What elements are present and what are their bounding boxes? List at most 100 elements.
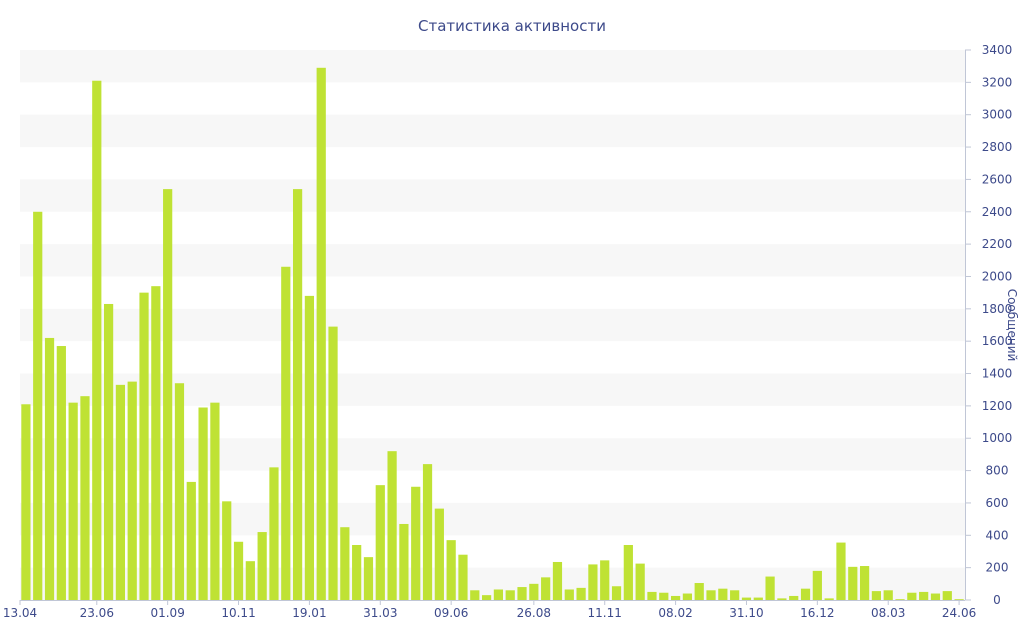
bar xyxy=(68,402,78,600)
bar xyxy=(233,541,244,600)
bar xyxy=(718,588,728,600)
bar xyxy=(623,545,633,600)
x-tick-label: 24.06 xyxy=(942,606,976,620)
bar xyxy=(127,381,137,600)
bar xyxy=(411,486,421,600)
bar xyxy=(694,583,704,600)
bar xyxy=(458,554,468,600)
grid-band xyxy=(20,114,965,148)
bar xyxy=(434,508,444,600)
bar xyxy=(387,451,397,600)
y-tick-label: 1000 xyxy=(982,431,1013,445)
grid-band xyxy=(20,567,965,600)
bar xyxy=(151,286,161,600)
bar xyxy=(741,597,752,600)
y-tick-label: 0 xyxy=(993,593,1001,607)
bar xyxy=(92,80,102,600)
y-tick-label: 3400 xyxy=(982,43,1013,57)
bar xyxy=(422,464,433,600)
bar xyxy=(21,404,31,600)
bar xyxy=(292,189,303,600)
bar xyxy=(659,592,669,600)
bar xyxy=(33,211,43,600)
grid-band xyxy=(20,373,965,406)
bar xyxy=(103,303,114,600)
bar xyxy=(753,597,763,600)
y-tick-label: 2800 xyxy=(982,140,1013,154)
bar xyxy=(552,561,563,600)
bar xyxy=(363,557,374,600)
bar xyxy=(56,346,66,600)
x-tick-label: 13.04 xyxy=(3,606,37,620)
y-tick-label: 1800 xyxy=(982,302,1013,316)
bar xyxy=(930,593,941,600)
y-tick-label: 3000 xyxy=(982,108,1013,122)
grid-bands xyxy=(20,50,965,600)
bar xyxy=(257,532,267,600)
x-axis-ticks: 13.04 23.06 01.09 10.11 19.01 31.03 09.06 26.08… xyxy=(3,600,976,620)
bar xyxy=(942,591,952,600)
x-tick-label: 31.03 xyxy=(363,606,397,620)
y-tick-label: 200 xyxy=(986,561,1009,575)
bar xyxy=(670,595,681,600)
x-tick-label: 23.06 xyxy=(80,606,114,620)
bar xyxy=(635,563,645,600)
bar xyxy=(682,593,693,600)
bar xyxy=(836,542,846,600)
y-tick-label: 1600 xyxy=(982,334,1013,348)
bar xyxy=(730,590,740,600)
x-tick-label: 19.01 xyxy=(292,606,326,620)
grid-band xyxy=(20,308,965,342)
x-tick-label: 16.12 xyxy=(800,606,834,620)
bar xyxy=(919,591,929,600)
bar xyxy=(789,595,799,600)
bar xyxy=(163,189,173,600)
grid-band xyxy=(20,179,965,212)
bar xyxy=(576,587,586,600)
bar xyxy=(139,292,149,600)
bar xyxy=(198,407,208,600)
bar xyxy=(529,583,539,600)
bar xyxy=(328,326,338,600)
bar xyxy=(44,337,55,600)
bar xyxy=(340,527,350,600)
y-tick-label: 2200 xyxy=(982,237,1013,251)
y-tick-label: 1400 xyxy=(982,367,1013,381)
bar xyxy=(505,590,515,600)
x-tick-label: 01.09 xyxy=(150,606,184,620)
x-tick-label: 10.11 xyxy=(221,606,255,620)
bar xyxy=(470,590,480,600)
bar xyxy=(352,545,362,600)
x-tick-label: 26.08 xyxy=(517,606,551,620)
bar xyxy=(186,481,196,600)
bar-series xyxy=(21,67,964,600)
grid-band xyxy=(20,50,965,83)
bar xyxy=(210,402,220,600)
bar xyxy=(871,591,882,600)
bar xyxy=(812,570,822,600)
x-tick-label: 31.10 xyxy=(729,606,763,620)
y-tick-label: 2400 xyxy=(982,205,1013,219)
y-tick-label: 800 xyxy=(986,464,1009,478)
bar xyxy=(611,586,622,600)
x-tick-label: 09.06 xyxy=(434,606,468,620)
bar xyxy=(600,560,610,600)
y-tick-label: 400 xyxy=(986,528,1009,542)
y-tick-label: 3200 xyxy=(982,75,1013,89)
bar xyxy=(588,564,598,600)
bar xyxy=(222,501,232,600)
bar xyxy=(848,566,858,600)
grid-band xyxy=(20,438,965,471)
chart-title: Статистика активности xyxy=(418,17,606,35)
y-tick-label: 600 xyxy=(986,496,1009,510)
bar xyxy=(481,595,492,600)
y-tick-label: 2000 xyxy=(982,269,1013,283)
bar xyxy=(564,589,574,600)
bar xyxy=(706,590,716,600)
x-tick-label: 08.03 xyxy=(871,606,905,620)
bar xyxy=(304,295,315,600)
bar xyxy=(907,592,917,600)
grid-band xyxy=(20,502,965,536)
y-tick-label: 1200 xyxy=(982,399,1013,413)
